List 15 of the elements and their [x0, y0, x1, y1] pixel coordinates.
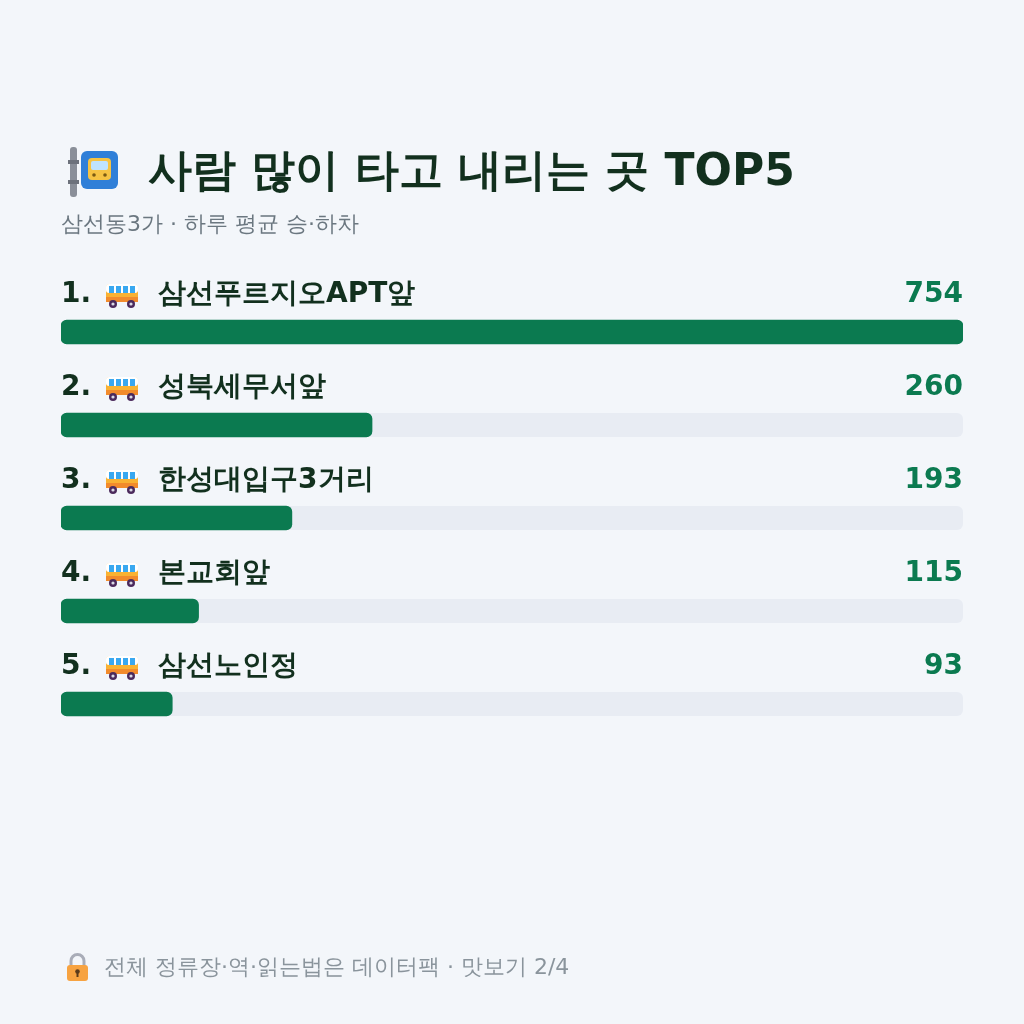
chart-title: 사람 많이 타고 내리는 곳 TOP5	[148, 143, 795, 197]
data-label: 260	[904, 369, 963, 403]
category-label: 4. 본교회앞	[61, 555, 271, 589]
data-label: 115	[904, 555, 963, 589]
data-label: 193	[904, 462, 963, 496]
bar	[61, 598, 199, 624]
category-label: 1. 삼선푸르지오APT앞	[61, 276, 416, 310]
bar	[61, 691, 173, 717]
data-label: 754	[904, 276, 963, 310]
text: 전체 정류장·역·읽는법은 데이터팩 · 맛보기 2/4	[104, 953, 570, 981]
category-label: 2. 성북세무서앞	[61, 369, 327, 403]
category-label: 3. 한성대입구3거리	[61, 462, 374, 496]
chart-subtitle: 삼선동3가 · 하루 평균 승·하차	[61, 210, 359, 238]
category-label: 5. 삼선노인정	[61, 648, 299, 682]
data-label: 93	[924, 648, 963, 682]
